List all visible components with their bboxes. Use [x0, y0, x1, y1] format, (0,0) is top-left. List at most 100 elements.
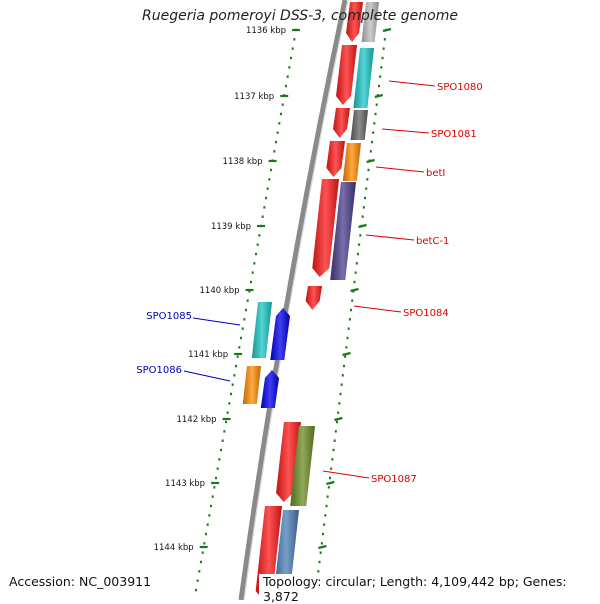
tick-dot	[372, 131, 375, 134]
tick-dot	[238, 346, 241, 349]
tick-label: 1136 kbp	[246, 26, 286, 36]
tick-dot	[200, 560, 202, 564]
tick-dot	[211, 495, 214, 498]
tick-dot	[358, 243, 361, 246]
tick-dot	[253, 262, 256, 265]
gene-shade	[270, 308, 290, 360]
tick-dot	[320, 542, 323, 545]
tick-label: 1141 kbp	[188, 350, 228, 360]
gene-label-spo1085: SPO1085	[146, 311, 192, 322]
cog-block	[361, 2, 379, 42]
tick-dot	[344, 355, 347, 358]
tick-dot	[364, 196, 366, 200]
tick-dot	[381, 56, 384, 60]
gene-shade	[330, 182, 356, 280]
major-tick-outer	[334, 416, 343, 422]
cds-forward	[333, 108, 350, 138]
major-tick-outer	[342, 351, 351, 357]
tick-dot	[261, 215, 264, 218]
tick-dot	[235, 364, 237, 368]
tick-dot	[281, 103, 284, 106]
cds-forward	[276, 422, 301, 502]
tick-dot	[285, 84, 287, 88]
tick-dot	[206, 523, 209, 526]
tick-dot	[369, 150, 372, 153]
tick-dot	[231, 383, 234, 386]
tick-dot	[359, 234, 362, 237]
gene-label-spo1086: SPO1086	[136, 365, 182, 376]
accession-text: Accession: NC_003911	[9, 574, 152, 589]
gene-shade	[276, 422, 301, 502]
tick-dot	[382, 47, 385, 50]
outer-tick-track	[315, 28, 387, 592]
backbone-highlight	[243, 0, 349, 600]
tick-dot	[248, 290, 251, 293]
major-tick-outer	[326, 480, 335, 486]
tick-dot	[325, 504, 328, 508]
tick-dot	[324, 514, 327, 517]
tick-dot	[215, 476, 217, 480]
gene-label-spo1084: SPO1084	[403, 308, 449, 319]
tick-dot	[378, 84, 380, 88]
tick-dot	[333, 439, 336, 442]
tick-label: 1143 kbp	[165, 479, 205, 489]
tick-dot	[338, 402, 341, 405]
cog-block	[350, 110, 368, 140]
tick-dot	[213, 486, 216, 489]
tick-dot	[330, 467, 333, 470]
gene-shade	[305, 286, 322, 310]
tick-dot	[374, 112, 377, 116]
tick-label: 1142 kbp	[176, 415, 216, 425]
gene-shade	[361, 2, 379, 42]
gene-shade	[342, 143, 361, 181]
gene-shade	[346, 2, 363, 42]
tick-label: 1144 kbp	[154, 543, 194, 553]
tick-dot	[245, 308, 247, 312]
tick-dot	[243, 318, 246, 321]
tick-dot	[233, 374, 236, 377]
tick-dot	[256, 243, 259, 246]
tick-dot	[216, 467, 219, 470]
tick-dot	[365, 187, 368, 190]
tick-dot	[198, 570, 201, 573]
tick-dot	[366, 178, 369, 181]
cog-block	[353, 48, 374, 108]
tick-dot	[373, 122, 376, 125]
tick-dot	[275, 140, 277, 144]
tick-dot	[317, 570, 320, 573]
tick-dot	[334, 430, 337, 433]
tick-dot	[226, 411, 229, 414]
tick-dot	[319, 551, 322, 554]
cds-forward	[326, 141, 345, 177]
tick-dot	[201, 551, 204, 554]
tick-dot	[240, 336, 242, 340]
callout-line	[388, 80, 436, 87]
gene-shade	[242, 366, 261, 404]
major-tick-outer	[374, 93, 384, 99]
tick-dot	[339, 392, 342, 396]
tick-dot	[210, 504, 212, 508]
tick-dot	[280, 112, 282, 116]
tick-dot	[258, 234, 261, 237]
callout-line	[375, 166, 425, 173]
tick-dot	[336, 420, 338, 424]
cds-forward	[305, 286, 322, 310]
callout-line	[381, 128, 430, 134]
tick-dot	[323, 523, 326, 526]
tick-dot	[286, 75, 289, 78]
cog-block	[342, 143, 361, 181]
cds-reverse	[270, 308, 290, 360]
map-title: Ruegeria pomeroyi DSS-3, complete genome	[142, 8, 458, 24]
tick-dot	[270, 168, 272, 172]
tick-dot	[205, 532, 207, 536]
gene-shade	[326, 141, 345, 177]
gene-shade	[290, 426, 315, 506]
tick-dot	[208, 514, 211, 517]
tick-dot	[326, 495, 329, 498]
tick-dot	[340, 383, 343, 386]
tick-dot	[354, 271, 357, 274]
tick-dot	[327, 486, 330, 489]
gene-shade	[312, 179, 339, 277]
tick-dot	[380, 66, 383, 69]
